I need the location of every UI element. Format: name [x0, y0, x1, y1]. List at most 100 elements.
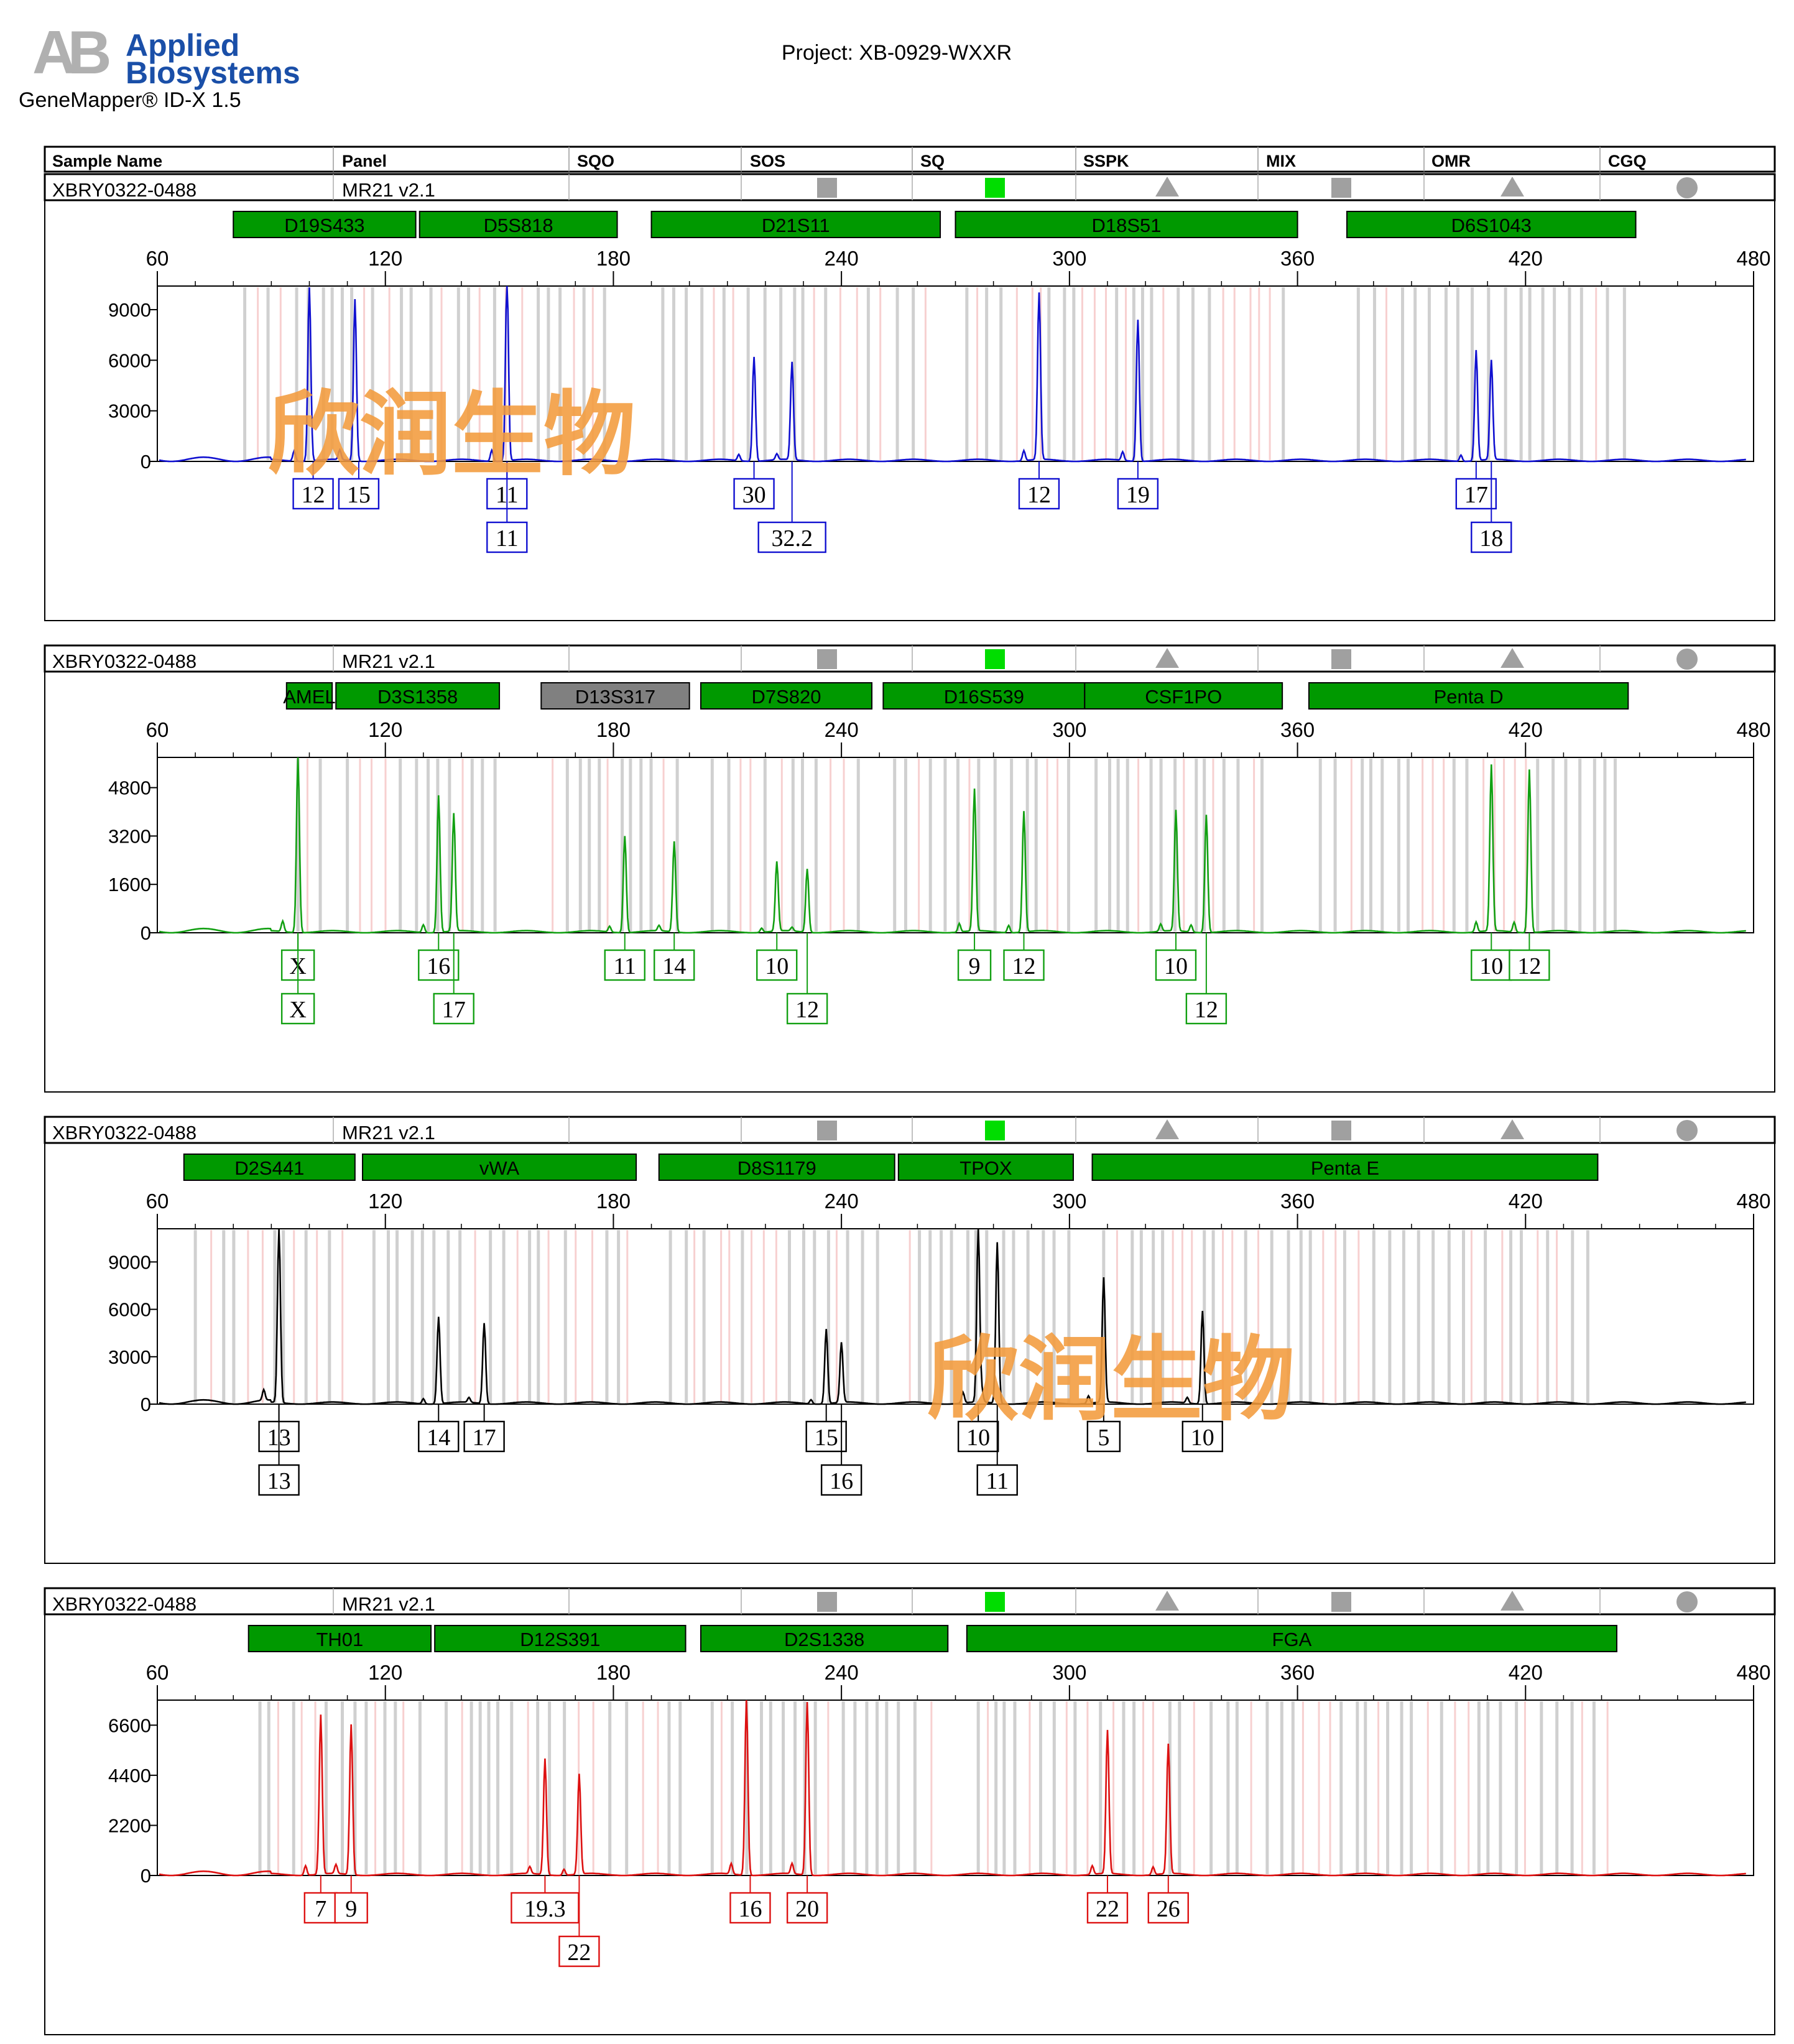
- allele-call-box: [338, 478, 380, 510]
- y-tick-label: 9000: [108, 299, 151, 321]
- plot-area: [157, 757, 1754, 933]
- allele-call-box: [1185, 992, 1228, 1025]
- x-tick-label: 420: [1509, 1190, 1543, 1213]
- quality-sspk-triangle-icon: [1155, 1119, 1179, 1139]
- applied-biosystems-logo: AB Applied Biosystems: [32, 18, 300, 90]
- allele-bins: [296, 759, 1617, 932]
- column-header-sspk: SSPK: [1083, 152, 1129, 170]
- quality-omr-triangle-icon: [1500, 1119, 1524, 1139]
- marker-label: CSF1PO: [1145, 686, 1222, 708]
- column-header-mix: MIX: [1266, 152, 1296, 170]
- quality-sspk-triangle-icon: [1155, 648, 1179, 668]
- allele-call-26: 26: [1157, 1896, 1180, 1922]
- x-tick-label: 180: [596, 1661, 631, 1684]
- allele-call-22: 22: [1096, 1896, 1119, 1922]
- y-tick-label: 6600: [108, 1714, 151, 1736]
- marker-amel: [285, 682, 333, 710]
- allele-call-box: [957, 949, 992, 981]
- x-tick-label: 120: [368, 718, 402, 741]
- y-tick-label: 0: [141, 451, 151, 473]
- allele-call-box: [258, 1464, 300, 1496]
- allele-call-box: [654, 949, 695, 981]
- quality-sqo-square-icon: [817, 1592, 837, 1612]
- x-tick-label: 60: [146, 247, 169, 270]
- marker-label: vWA: [479, 1157, 520, 1179]
- allele-call-box: [1003, 949, 1045, 981]
- sample-panel-3: XBRY0322-0488 MR21 v2.1 D2S441 vWA D8S1179 TP…: [44, 1116, 1776, 1564]
- watermark-top: 欣润生物: [267, 381, 636, 488]
- allele-call-9: 9: [345, 1896, 357, 1922]
- x-tick-label: 360: [1280, 1661, 1315, 1684]
- allele-call-17: 17: [473, 1425, 496, 1451]
- quality-omr-triangle-icon: [1500, 177, 1524, 197]
- sample-info-row: [44, 173, 1776, 201]
- marker-label: AMEL: [283, 686, 335, 708]
- y-tick-label: 3000: [108, 400, 151, 422]
- x-tick-label: 120: [368, 1661, 402, 1684]
- x-tick-label: 240: [825, 247, 859, 270]
- allele-call-14: 14: [662, 953, 686, 979]
- marker-d7s820: [700, 682, 873, 710]
- quality-mix-square-icon: [1331, 1592, 1351, 1612]
- allele-call-box: [1471, 949, 1512, 981]
- x-tick-label: 120: [368, 1190, 402, 1213]
- allele-call-12: 12: [795, 997, 819, 1023]
- x-tick-label: 60: [146, 1190, 169, 1213]
- allele-call-32.2: 32.2: [771, 525, 813, 552]
- allele-call-box: [292, 478, 334, 510]
- software-name: GeneMapper® ID-X 1.5: [19, 88, 241, 112]
- x-tick-label: 240: [825, 1661, 859, 1684]
- quality-cgq-circle-icon: [1676, 1120, 1698, 1141]
- x-tick-label: 120: [368, 247, 402, 270]
- quality-sq-square-icon: [985, 1121, 1005, 1140]
- marker-label: D19S433: [284, 215, 364, 236]
- allele-call-box: [1117, 478, 1159, 510]
- allele-call-box: [604, 949, 645, 981]
- trace-line: [159, 285, 1746, 463]
- y-tick-label: 4400: [108, 1765, 151, 1787]
- allele-call-box: [558, 1935, 600, 1968]
- quality-cgq-circle-icon: [1676, 1591, 1698, 1612]
- x-tick-label: 300: [1052, 1190, 1086, 1213]
- allele-call-10: 10: [765, 953, 788, 979]
- allele-call-13: 13: [267, 1468, 291, 1494]
- y-tick-label: 0: [141, 1865, 151, 1887]
- allele-call-10: 10: [966, 1425, 990, 1451]
- y-tick-label: 1600: [108, 874, 151, 895]
- quality-cgq-circle-icon: [1676, 177, 1698, 198]
- marker-d21s11: [650, 211, 941, 238]
- allele-call-box: [1155, 949, 1197, 981]
- x-tick-label: 180: [596, 247, 631, 270]
- x-tick-label: 300: [1052, 1661, 1086, 1684]
- allele-call-30: 30: [742, 482, 766, 508]
- quality-sqo-square-icon: [817, 178, 837, 198]
- marker-label: D12S391: [520, 1629, 600, 1650]
- quality-omr-triangle-icon: [1500, 1591, 1524, 1611]
- quality-sq-square-icon: [985, 649, 1005, 669]
- quality-sqo-square-icon: [817, 1121, 837, 1140]
- allele-call-box: [1471, 521, 1512, 553]
- x-tick-label: 240: [825, 1190, 859, 1213]
- column-header-sqo: SQO: [577, 152, 614, 170]
- sample-name: XBRY0322-0488: [52, 1593, 197, 1615]
- marker-d8s1179: [658, 1154, 895, 1181]
- allele-call-box: [1181, 1420, 1223, 1453]
- allele-call-box: [976, 1464, 1018, 1496]
- allele-call-19.3: 19.3: [524, 1896, 566, 1922]
- panel-name: MR21 v2.1: [342, 1122, 435, 1144]
- marker-d19s433: [233, 211, 417, 238]
- x-tick-label: 480: [1736, 247, 1770, 270]
- allele-call-16: 16: [830, 1468, 853, 1494]
- marker-d16s539: [882, 682, 1086, 710]
- marker-vwa: [362, 1154, 637, 1181]
- sample-info-row: [44, 1587, 1776, 1616]
- allele-call-14: 14: [427, 1425, 450, 1451]
- x-tick-label: 180: [596, 718, 631, 741]
- allele-call-box: [729, 1892, 771, 1924]
- marker-d12s391: [434, 1625, 687, 1652]
- x-tick-label: 420: [1509, 1661, 1543, 1684]
- allele-call-X: X: [289, 997, 306, 1023]
- marker-label: D3S1358: [377, 686, 458, 708]
- marker-label: D8S1179: [737, 1157, 816, 1179]
